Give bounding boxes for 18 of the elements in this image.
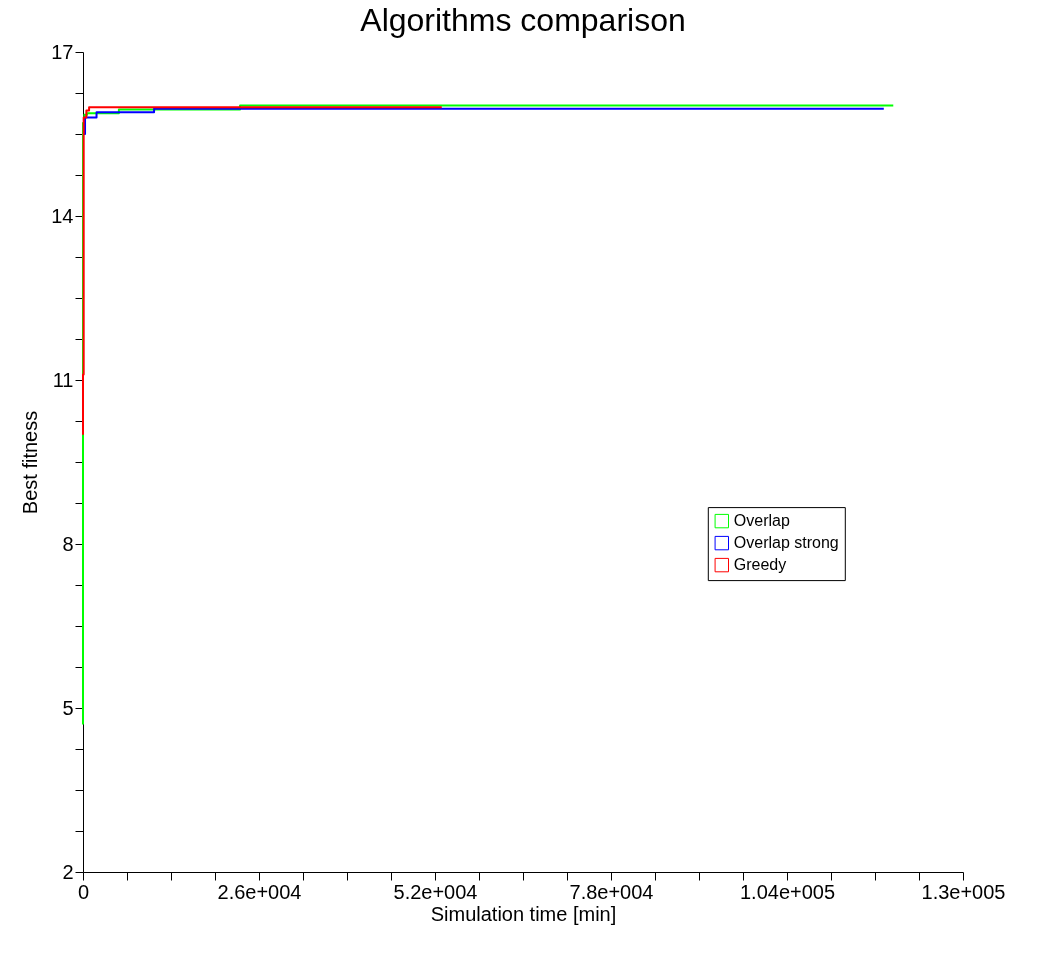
legend-label: Overlap strong <box>733 534 839 552</box>
y-tick-label: 8 <box>62 532 74 555</box>
y-tick-label: 11 <box>52 368 74 391</box>
legend-label: Greedy <box>733 556 787 574</box>
x-tick-label: 7.8e+004 <box>569 880 654 903</box>
y-tick-label: 5 <box>62 696 74 719</box>
x-tick-label: 0 <box>77 880 90 903</box>
x-tick-label: 5.2e+004 <box>393 880 478 903</box>
y-axis-title: Best fitness <box>19 410 42 515</box>
y-tick-label: 14 <box>51 204 74 227</box>
y-tick-label: 17 <box>51 40 74 63</box>
x-tick-label: 1.04e+005 <box>739 880 836 903</box>
x-axis-title: Simulation time [min] <box>430 902 617 925</box>
chart-title: Algorithms comparison <box>360 2 686 38</box>
y-tick-label: 2 <box>62 860 74 883</box>
x-tick-label: 2.6e+004 <box>217 880 302 903</box>
x-tick-label: 1.3e+005 <box>921 880 1006 903</box>
legend-label: Overlap <box>733 512 790 530</box>
